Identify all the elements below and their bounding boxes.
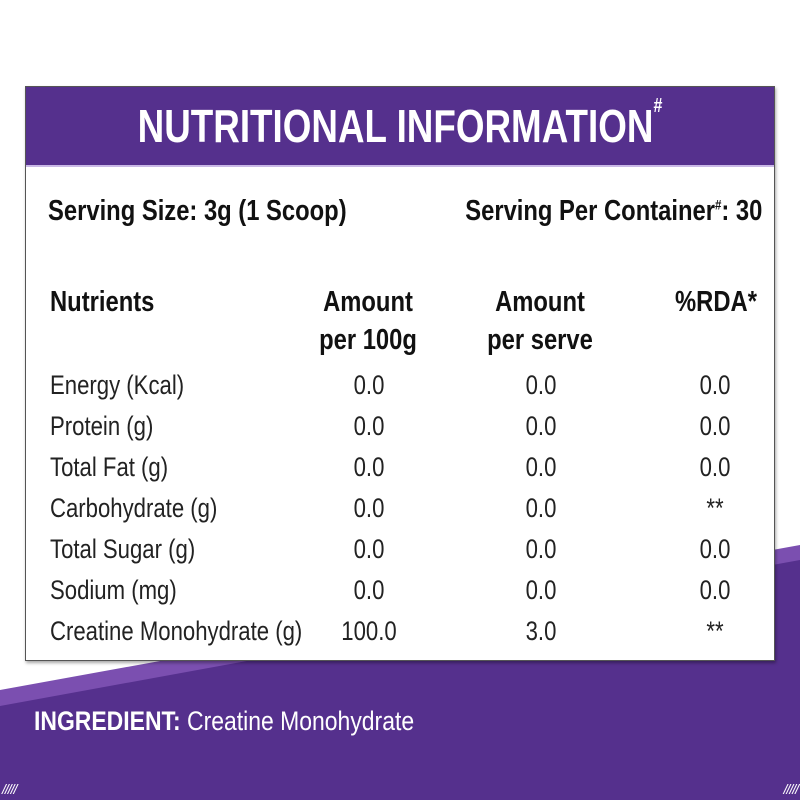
nutrient-value: 0.0 [525,575,557,605]
nutrient-value: 0.0 [525,493,557,523]
serving-size: Serving Size: 3g (1 Scoop) [48,195,347,227]
title-footnote-mark: # [653,95,663,117]
nutrient-value: 0.0 [699,534,731,564]
nutrient-name: Carbohydrate (g) [50,493,218,523]
nutrient-value: 0.0 [353,575,385,605]
header-amount-serve: Amount per serve [487,286,593,356]
header-rda: %RDA* [675,286,757,318]
serving-footnote-mark: # [714,196,722,213]
header-amount-100g: Amount per 100g [319,286,417,356]
nutrient-name: Sodium (mg) [50,575,177,605]
nutrient-value: 0.0 [699,370,731,400]
nutrient-value: ** [706,493,724,523]
serving-per-container: Serving Per Container#: 30 [465,195,762,228]
nutrient-value: 0.0 [525,370,557,400]
ingredient-value: Creatine Monohydrate [187,706,415,736]
ingredient-label: INGREDIENT: [34,706,181,736]
page-title: NUTRITIONAL INFORMATION# [101,95,699,153]
nutrient-value: ** [706,616,724,646]
nutrient-name: Energy (Kcal) [50,370,185,400]
nutrient-name: Total Sugar (g) [50,534,196,564]
decor-hatch-right: ///// [783,781,799,797]
nutrient-value: 100.0 [341,616,397,646]
ingredient-line: INGREDIENT: Creatine Monohydrate [34,706,414,737]
decor-hatch-left: ///// [2,781,17,797]
nutrient-value: 0.0 [525,411,557,441]
serving-per-container-label: Serving Per Container [464,195,715,227]
nutrient-value: 0.0 [353,493,385,523]
nutrient-value: 0.0 [353,452,385,482]
nutrient-value: 0.0 [525,534,557,564]
nutrient-value: 0.0 [353,370,385,400]
panel-header: NUTRITIONAL INFORMATION# [26,87,774,167]
header-nutrients: Nutrients [50,286,155,318]
nutrient-value: 0.0 [353,534,385,564]
nutrient-name: Creatine Monohydrate (g) [50,616,303,646]
serving-per-container-value: : 30 [721,195,762,227]
nutrient-value: 0.0 [353,411,385,441]
nutrition-panel: NUTRITIONAL INFORMATION# Serving Size: 3… [25,86,775,661]
nutrient-value: 0.0 [699,575,731,605]
nutrient-name: Total Fat (g) [50,452,169,482]
nutrient-value: 0.0 [525,452,557,482]
title-text: NUTRITIONAL INFORMATION [137,100,654,152]
nutrient-value: 0.0 [699,411,731,441]
nutrient-name: Protein (g) [50,411,154,441]
nutrient-value: 0.0 [699,452,731,482]
nutrient-value: 3.0 [525,616,557,646]
